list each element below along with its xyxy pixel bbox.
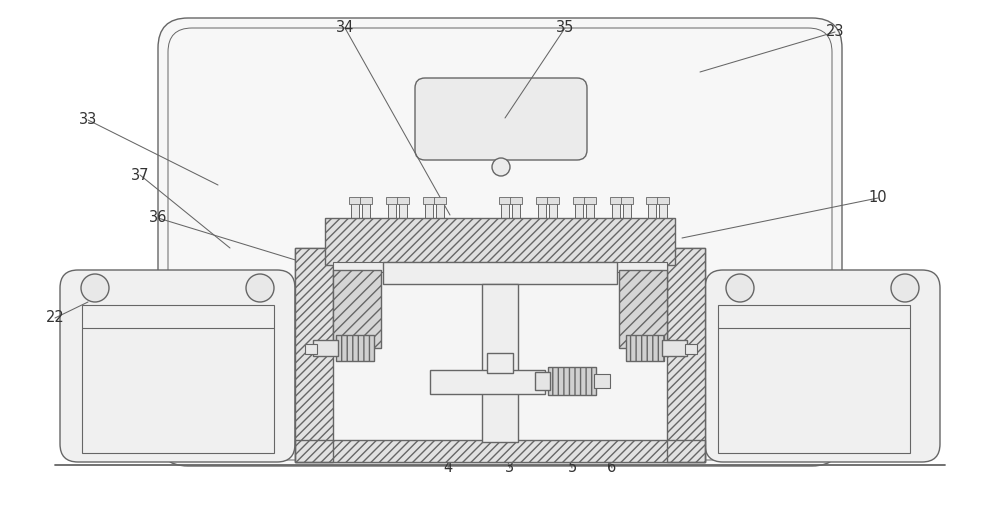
Bar <box>313 340 338 356</box>
Bar <box>626 335 664 361</box>
FancyBboxPatch shape <box>60 270 295 462</box>
Bar <box>573 197 585 204</box>
Bar <box>586 202 594 218</box>
Bar <box>535 372 550 390</box>
Bar <box>499 197 511 204</box>
Bar <box>482 284 518 442</box>
Text: 1: 1 <box>370 425 380 439</box>
Text: 36: 36 <box>149 211 167 226</box>
Bar <box>646 197 658 204</box>
Bar <box>383 262 617 284</box>
Bar <box>295 248 333 462</box>
Bar <box>434 197 446 204</box>
Bar <box>336 335 374 361</box>
Bar <box>612 202 620 218</box>
Bar <box>295 440 705 462</box>
Bar <box>548 367 596 395</box>
Bar <box>501 202 509 218</box>
Text: 33: 33 <box>79 113 97 127</box>
Bar <box>82 305 274 453</box>
Bar <box>718 305 910 453</box>
Text: 34: 34 <box>336 21 354 35</box>
Text: 23: 23 <box>826 25 844 39</box>
Bar <box>397 197 409 204</box>
Circle shape <box>726 274 754 302</box>
Bar <box>575 202 583 218</box>
Circle shape <box>81 274 109 302</box>
Bar <box>619 270 667 348</box>
Bar <box>295 248 333 462</box>
Bar <box>333 270 381 348</box>
Text: 3: 3 <box>505 461 515 476</box>
Bar <box>295 248 705 462</box>
Bar <box>336 335 374 361</box>
Bar <box>360 197 372 204</box>
Bar <box>619 270 667 348</box>
Bar <box>362 202 370 218</box>
Bar <box>349 197 361 204</box>
Bar <box>538 202 546 218</box>
Bar <box>610 197 622 204</box>
Bar <box>333 270 381 348</box>
Bar <box>662 340 687 356</box>
Text: 35: 35 <box>556 21 574 35</box>
Bar <box>399 202 407 218</box>
Bar <box>430 370 545 394</box>
Text: 10: 10 <box>869 190 887 206</box>
Bar <box>425 202 433 218</box>
Bar <box>657 197 669 204</box>
Bar <box>648 202 656 218</box>
Bar <box>325 218 675 265</box>
Bar <box>667 248 705 462</box>
Bar <box>386 197 398 204</box>
Text: 4: 4 <box>443 461 453 476</box>
Bar <box>536 197 548 204</box>
Text: 37: 37 <box>131 168 149 182</box>
Bar <box>549 202 557 218</box>
Bar <box>621 197 633 204</box>
Text: 6: 6 <box>607 461 617 476</box>
Bar <box>594 374 610 388</box>
Text: 16: 16 <box>343 425 361 439</box>
Bar <box>305 344 317 354</box>
Circle shape <box>891 274 919 302</box>
Bar <box>623 202 631 218</box>
Circle shape <box>492 158 510 176</box>
Bar <box>388 202 396 218</box>
Bar <box>659 202 667 218</box>
FancyBboxPatch shape <box>158 18 842 466</box>
Bar <box>487 353 513 373</box>
Bar <box>626 335 664 361</box>
Bar <box>667 248 705 462</box>
Bar <box>333 262 667 272</box>
Bar <box>423 197 435 204</box>
Bar <box>436 202 444 218</box>
Bar <box>512 202 520 218</box>
Bar <box>548 367 596 395</box>
Circle shape <box>246 274 274 302</box>
FancyBboxPatch shape <box>705 270 940 462</box>
Bar <box>584 197 596 204</box>
Text: 5: 5 <box>567 461 577 476</box>
Bar <box>325 218 675 265</box>
Bar <box>351 202 359 218</box>
Bar <box>295 440 705 462</box>
Bar <box>510 197 522 204</box>
Bar <box>547 197 559 204</box>
Bar <box>685 344 697 354</box>
Text: 22: 22 <box>46 311 64 326</box>
FancyBboxPatch shape <box>415 78 587 160</box>
